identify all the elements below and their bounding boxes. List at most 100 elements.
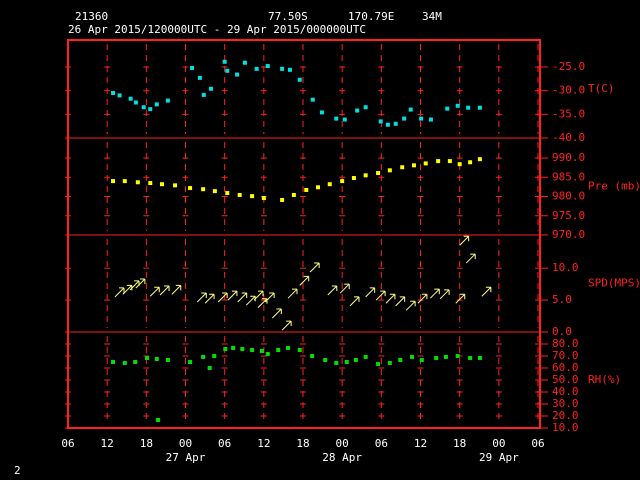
data-point	[443, 354, 448, 359]
y-tick-label: 990.0	[552, 151, 585, 164]
day-label: 27 Apr	[166, 451, 206, 464]
x-tick-label: 00	[179, 437, 192, 450]
y-tick-label: 50.0	[552, 373, 579, 386]
y-tick-label: 970.0	[552, 228, 585, 241]
x-tick-label: 00	[492, 437, 505, 450]
data-point	[408, 107, 413, 112]
data-point	[240, 347, 245, 352]
data-point	[133, 100, 138, 105]
data-point	[201, 187, 206, 192]
wind-arrow	[271, 308, 282, 319]
data-point	[207, 366, 212, 370]
data-point	[423, 161, 428, 166]
data-point	[254, 66, 259, 71]
x-tick-label: 06	[531, 437, 544, 450]
wind-arrow	[349, 296, 360, 307]
elevation: 34M	[422, 10, 442, 23]
data-point	[148, 107, 153, 112]
wind-arrow	[405, 300, 416, 311]
wind-arrow	[217, 292, 228, 303]
wind-arrow	[281, 320, 292, 331]
data-point	[117, 93, 122, 98]
y-tick-label: 80.0	[552, 337, 579, 350]
x-tick-label: 00	[336, 437, 349, 450]
data-point	[419, 357, 424, 362]
data-point	[385, 122, 390, 127]
data-point	[436, 159, 441, 164]
longitude: 170.79E	[348, 10, 394, 23]
data-point	[188, 360, 193, 364]
data-point	[122, 179, 127, 184]
x-tick-label: 06	[375, 437, 388, 450]
wind-arrow	[465, 253, 476, 264]
data-point	[363, 105, 368, 110]
data-point	[235, 72, 240, 77]
data-point	[287, 67, 292, 72]
wind-arrow	[227, 290, 238, 301]
wind-arrow	[417, 293, 428, 304]
data-point	[261, 196, 266, 201]
day-label: 29 Apr	[479, 451, 519, 464]
y-tick-label: 5.0	[552, 293, 572, 306]
data-point	[231, 345, 236, 350]
y-tick-label: 70.0	[552, 349, 579, 362]
wind-arrow	[375, 290, 386, 301]
data-point	[250, 348, 255, 352]
y-tick-label: -25.0	[552, 60, 585, 73]
data-point	[323, 357, 328, 362]
data-point	[285, 345, 290, 350]
data-point	[310, 97, 315, 102]
data-point	[342, 117, 347, 122]
data-point	[468, 356, 473, 361]
data-point	[165, 98, 170, 103]
period: 26 Apr 2015/120000UTC - 29 Apr 2015/0000…	[68, 23, 366, 36]
data-point	[154, 102, 159, 107]
data-point	[225, 68, 230, 73]
data-point	[188, 186, 193, 191]
station-id: 21360	[75, 10, 108, 23]
data-point	[304, 187, 309, 192]
y-tick-label: 20.0	[552, 409, 579, 422]
x-tick-label: 06	[218, 437, 231, 450]
data-point	[411, 163, 416, 168]
data-point	[419, 116, 424, 121]
day-label: 28 Apr	[322, 451, 362, 464]
x-tick-label: 12	[257, 437, 270, 450]
data-point	[190, 65, 195, 70]
data-point	[400, 165, 405, 170]
data-point	[376, 171, 381, 176]
wind-arrow	[439, 289, 450, 300]
data-point	[387, 360, 392, 365]
data-point	[402, 116, 407, 121]
data-point	[468, 160, 473, 165]
wind-arrow	[264, 292, 275, 303]
wind-arrow	[114, 287, 125, 298]
data-point	[212, 354, 217, 358]
wind-arrow	[339, 283, 350, 294]
latitude: 77.50S	[268, 10, 308, 23]
wind-arrow	[253, 290, 264, 301]
data-point	[133, 360, 138, 364]
wind-arrow	[481, 286, 492, 297]
wind-arrow	[204, 293, 215, 304]
x-tick-label: 18	[140, 437, 153, 450]
data-point	[455, 103, 460, 108]
wind-arrow	[429, 288, 440, 299]
data-point	[428, 117, 433, 122]
data-point	[201, 92, 206, 97]
data-point	[319, 110, 324, 115]
data-point	[340, 179, 345, 184]
y-axis-label: T(C)	[588, 82, 615, 95]
data-point	[363, 354, 368, 359]
wind-arrow	[196, 292, 207, 303]
data-point	[297, 348, 302, 352]
y-axis-label: Pre (mb)	[588, 180, 640, 193]
y-tick-label: -30.0	[552, 84, 585, 97]
wind-arrow	[309, 262, 320, 273]
data-point	[128, 96, 133, 101]
y-axis-label: SPD(MPS)	[588, 277, 640, 290]
data-point	[148, 181, 153, 186]
data-point	[237, 192, 242, 197]
data-point	[447, 159, 452, 164]
